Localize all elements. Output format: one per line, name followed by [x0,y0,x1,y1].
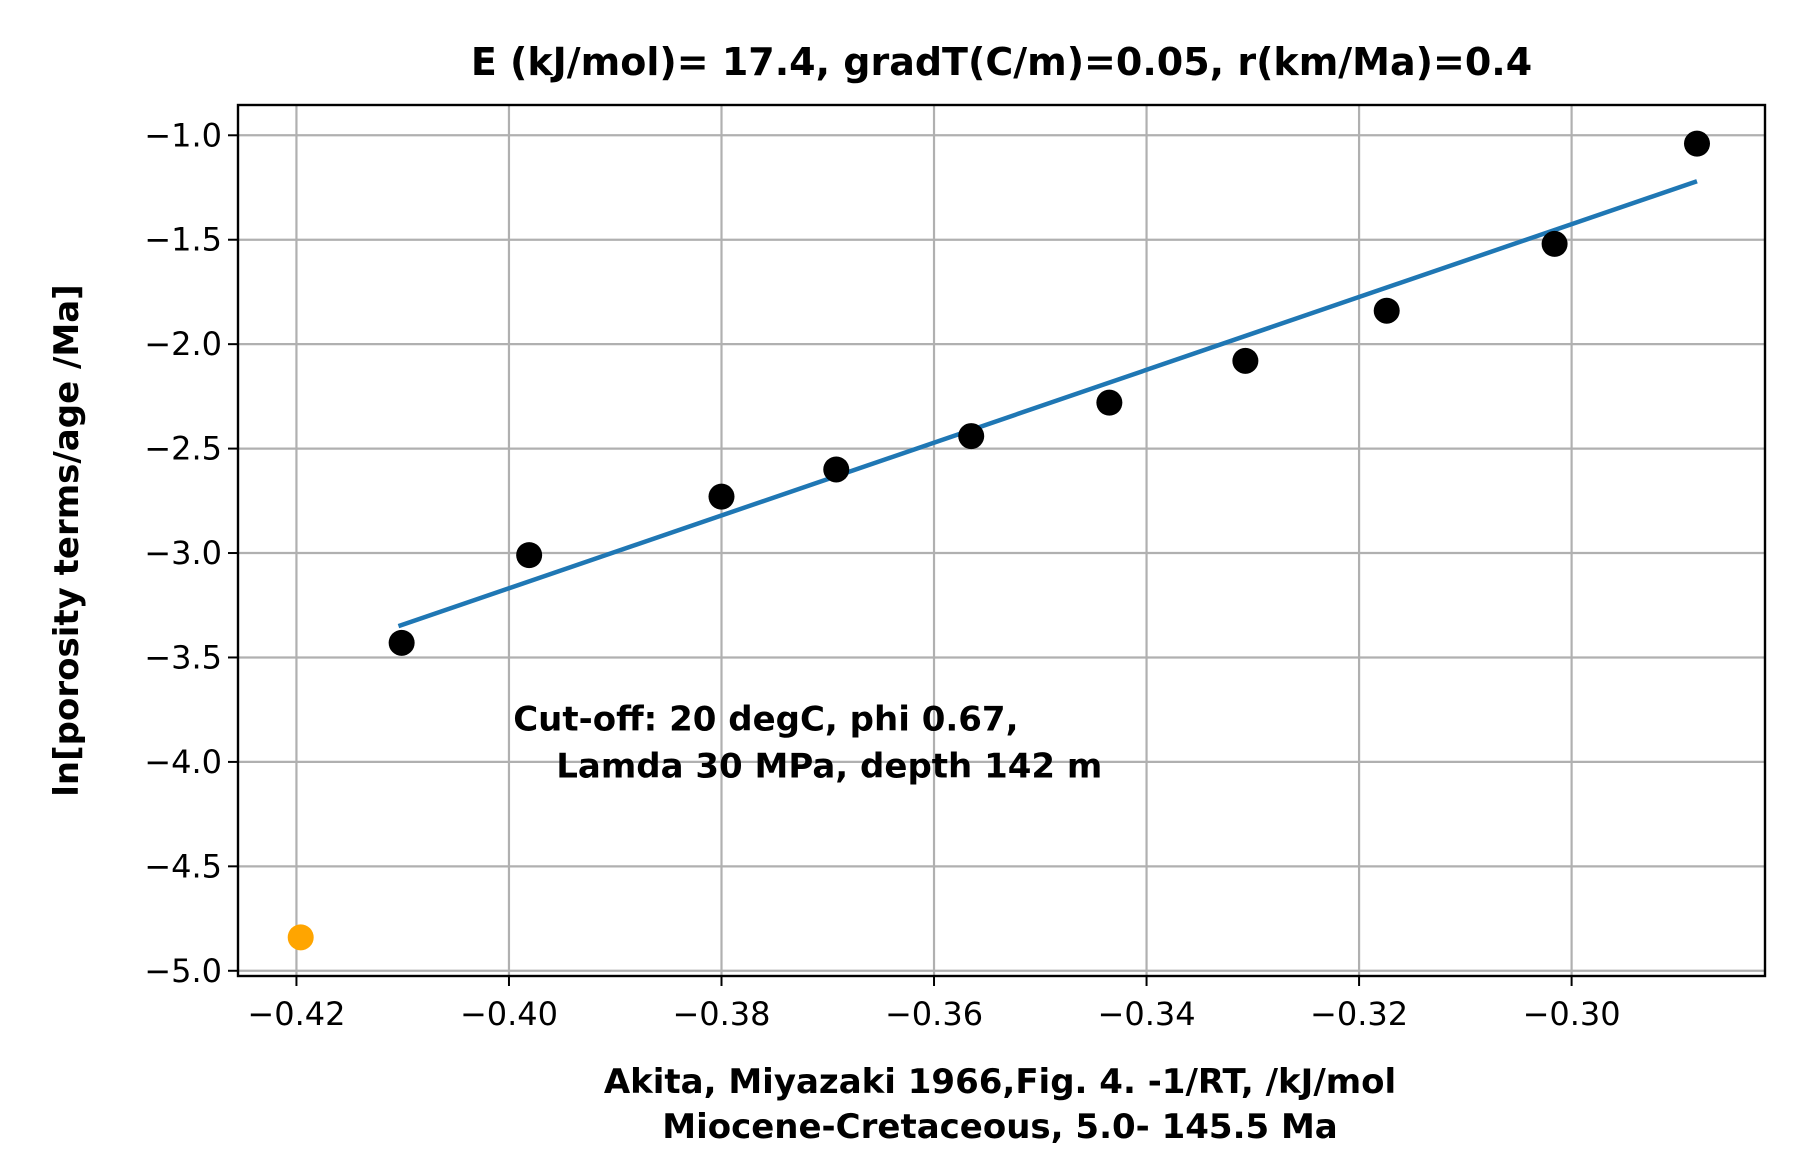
y-axis-label: ln[porosity terms/age /Ma] [47,284,87,796]
x-tick-label: −0.38 [672,995,770,1033]
x-tick-label: −0.40 [460,995,558,1033]
data-point [958,423,985,450]
grid-lines [238,105,1765,976]
data-point [1373,297,1400,324]
data-point [516,542,543,569]
annotation-line-2: Lamda 30 MPa, depth 142 m [556,747,1102,787]
fit-line-layer [397,179,1698,629]
data-point [1096,389,1123,416]
x-tick-label: −0.32 [1310,995,1408,1033]
x-axis-label-line-1: Akita, Miyazaki 1966,Fig. 4. -1/RT, /kJ/… [604,1062,1396,1102]
x-tick-label: −0.36 [885,995,983,1033]
data-points-layer [287,130,1710,951]
y-tick-label: −1.0 [144,116,222,154]
x-tick-label: −0.42 [247,995,345,1033]
y-tick-label: −3.5 [144,638,222,676]
data-point [1541,230,1568,257]
chart-title: E (kJ/mol)= 17.4, gradT(C/m)=0.05, r(km/… [471,40,1532,84]
x-tick-label: −0.34 [1098,995,1196,1033]
fit-line [397,179,1698,629]
y-tick-label: −1.5 [144,221,222,259]
data-point [1683,130,1710,157]
y-tick-label: −4.5 [144,847,222,885]
axis-ticks: −0.42 −0.40 −0.38 −0.36 −0.34 −0.32 −0.30 −1.0 −… [144,116,1620,1033]
data-point [388,629,415,656]
plot-frame [236,103,1767,978]
y-tick-label: −2.5 [144,430,222,468]
data-point [708,483,735,510]
x-tick-label: −0.30 [1523,995,1621,1033]
annotation-line-1: Cut-off: 20 degC, phi 0.67, [513,700,1018,740]
outlier-point [287,924,314,951]
y-tick-label: −4.0 [144,743,222,781]
data-point [823,456,850,483]
x-axis-label-line-2: Miocene-Cretaceous, 5.0- 145.5 Ma [662,1107,1338,1147]
y-tick-label: −2.0 [144,325,222,363]
data-point [1232,347,1259,374]
y-tick-label: −3.0 [144,534,222,572]
y-tick-label: −5.0 [144,952,222,990]
